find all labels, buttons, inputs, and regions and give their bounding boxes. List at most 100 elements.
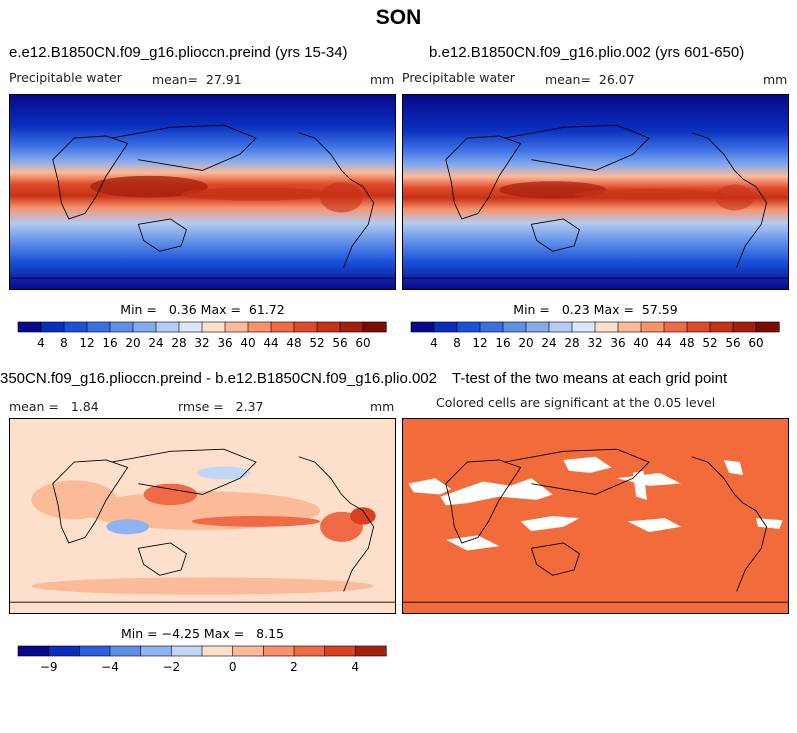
panel1-colorbar-tick-label: 44 [263,336,278,350]
panel3-colorbar-swatch [109,645,142,657]
panel3-colorbar-swatch [293,645,326,657]
panel2-colorbar-swatch [548,321,573,333]
panel1-colorbar-swatch [17,321,42,333]
panel2-colorbar-swatch [594,321,619,333]
panel3-colorbar: −9 −4 −2 0 2 4 [17,645,387,678]
panel2-colorbar-tick-label: 4 [430,336,438,350]
panel1-title: e.e12.B1850CN.f09_g16.plioccn.preind (yr… [9,44,348,61]
panel1-colorbar-tick-label: 4 [37,336,45,350]
panel2-colorbar-tick-label: 36 [610,336,625,350]
panel1-colorbar-swatch [132,321,157,333]
panel3-colorbar-tick-label: 4 [352,660,360,674]
panel4-title: T-test of the two means at each grid poi… [452,370,728,387]
panel2-colorbar-tick-label: 56 [725,336,740,350]
figure-title: SON [375,6,422,29]
panel3-field [10,419,395,613]
panel2-colorbar-graphic: 4 8 12 16 20 24 28 32 36 40 44 48 52 56 60 [410,321,780,350]
panel3-colorbar-swatch [263,645,295,657]
panel4-field [403,419,788,613]
panel3-colorbar-tick-label: −2 [162,660,180,674]
panel2-colorbar-tick-label: 52 [702,336,717,350]
panel1-colorbar-swatch [316,321,341,333]
panel1-colorbar-swatch [201,321,226,333]
panel2-colorbar-tick-label: 12 [472,336,487,350]
panel3-map [9,418,396,614]
panel1-colorbar-swatch [86,321,111,333]
panel3-colorbar-swatch [17,645,50,657]
panel2-colorbar-swatch [663,321,688,333]
panel3-colorbar-tick-label: 0 [229,660,237,674]
panel2-colorbar: 4 8 12 16 20 24 28 32 36 40 44 48 52 56 60 [410,321,780,354]
panel1-colorbar-swatch [178,321,203,333]
panel2-colorbar-tick-label: 8 [453,336,461,350]
panel1-colorbar-swatch [63,321,88,333]
panel3-minmax: Min = −4.25 Max = 8.15 [121,626,284,641]
panel1-colorbar: 4 8 12 16 20 24 28 32 36 40 44 48 52 56 60 [17,321,387,354]
panel1-colorbar-tick-label: 52 [309,336,324,350]
panel2-colorbar-swatch [755,321,780,333]
panel1-field [10,95,395,289]
panel2-variable-label: Precipitable water [402,70,515,85]
panel1-minmax: Min = 0.36 Max = 61.72 [120,302,285,317]
panel1-colorbar-tick-label: 16 [102,336,117,350]
panel3-rmse: rmse = 2.37 [178,399,264,414]
panel1-colorbar-tick-label: 8 [60,336,68,350]
panel1-colorbar-swatch [293,321,318,333]
panel1-colorbar-tick-label: 20 [125,336,140,350]
panel1-colorbar-graphic: 4 8 12 16 20 24 28 32 36 40 44 48 52 56 60 [17,321,387,350]
panel2-colorbar-swatch [502,321,527,333]
panel2-units: mm [763,72,788,87]
panel1-colorbar-swatch [155,321,180,333]
panel2-colorbar-swatch [433,321,458,333]
panel3-colorbar-swatch [355,645,387,657]
panel2-colorbar-swatch [709,321,734,333]
panel2-colorbar-swatch [686,321,711,333]
panel3-colorbar-tick-label: −4 [101,660,119,674]
panel1-colorbar-swatch [270,321,295,333]
panel3-mean: mean = 1.84 [9,399,99,414]
panel1-colorbar-tick-label: 28 [171,336,186,350]
panel1-colorbar-tick-label: 56 [332,336,347,350]
panel1-colorbar-tick-label: 24 [148,336,163,350]
panel2-colorbar-swatch [525,321,550,333]
panel3-units: mm [370,399,395,414]
panel2-colorbar-swatch [410,321,435,333]
panel3-colorbar-swatch [171,645,203,657]
panel2-field [403,95,788,289]
panel1-colorbar-swatch [247,321,272,333]
panel2-colorbar-swatch [571,321,596,333]
panel2-map [402,94,789,290]
panel2-minmax: Min = 0.23 Max = 57.59 [513,302,678,317]
panel2-colorbar-tick-label: 44 [656,336,671,350]
panel1-colorbar-swatch [362,321,387,333]
panel1-variable-label: Precipitable water [9,70,122,85]
panel2-colorbar-swatch [617,321,642,333]
panel2-colorbar-swatch [479,321,504,333]
panel1-colorbar-swatch [109,321,134,333]
panel2-colorbar-swatch [456,321,481,333]
panel1-map [9,94,396,290]
panel2-colorbar-tick-label: 16 [495,336,510,350]
panel3-colorbar-swatch [232,645,264,657]
panel2-colorbar-swatch [732,321,757,333]
panel1-colorbar-tick-label: 60 [355,336,370,350]
panel3-colorbar-swatch [48,645,80,657]
panel3-colorbar-tick-label: −9 [40,660,58,674]
panel4-subtitle: Colored cells are significant at the 0.0… [436,395,716,410]
panel2-colorbar-tick-label: 48 [679,336,694,350]
panel3-colorbar-swatch [324,645,356,657]
panel3-colorbar-graphic: −9 −4 −2 0 2 4 [17,645,387,674]
panel3-colorbar-swatch [79,645,111,657]
panel1-colorbar-tick-label: 48 [286,336,301,350]
panel2-colorbar-tick-label: 24 [541,336,556,350]
panel2-colorbar-tick-label: 20 [518,336,533,350]
panel1-mean: mean= 27.91 [152,72,242,87]
panel2-mean: mean= 26.07 [545,72,635,87]
panel2-colorbar-tick-label: 32 [587,336,602,350]
panel2-title: b.e12.B1850CN.f09_g16.plio.002 (yrs 601-… [429,44,745,61]
panel1-colorbar-tick-label: 12 [79,336,94,350]
panel1-colorbar-tick-label: 36 [217,336,232,350]
panel2-colorbar-swatch [640,321,665,333]
panel1-colorbar-tick-label: 32 [194,336,209,350]
panel4-map [402,418,789,614]
